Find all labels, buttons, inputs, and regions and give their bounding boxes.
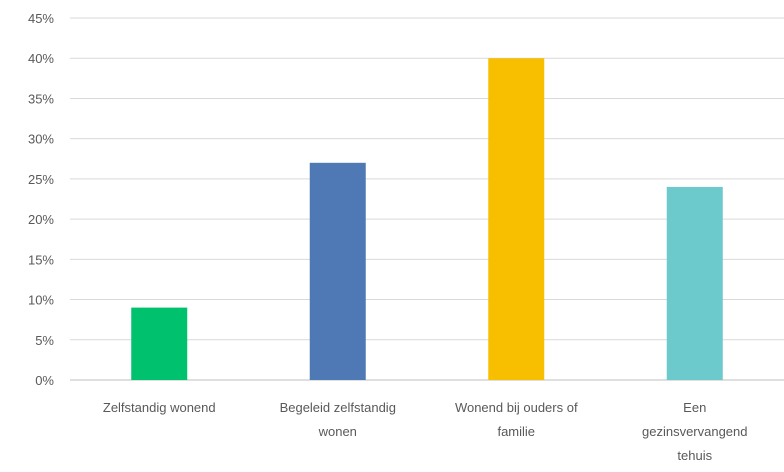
y-axis-tick-labels: 0% 5% 10% 15% 20% 25% 30% 35% 40% 45% bbox=[28, 11, 54, 388]
x-tick-label-line: familie bbox=[497, 424, 535, 439]
bars bbox=[131, 58, 723, 380]
x-tick-label-line: Zelfstandig wonend bbox=[103, 400, 216, 415]
x-tick-label: Zelfstandig wonend bbox=[103, 400, 216, 415]
gridlines bbox=[70, 17, 784, 381]
y-tick-label: 45% bbox=[28, 11, 54, 26]
y-tick-label: 25% bbox=[28, 172, 54, 187]
y-tick-label: 5% bbox=[35, 333, 54, 348]
x-tick-label: Een gezinsvervangend tehuis bbox=[642, 400, 748, 463]
bar bbox=[131, 307, 188, 380]
x-axis-category-labels: Zelfstandig wonend Begeleid zelfstandig wo… bbox=[103, 400, 748, 463]
x-tick-label-line: Wonend bij ouders of bbox=[455, 400, 578, 415]
y-tick-label: 40% bbox=[28, 51, 54, 66]
x-tick-label: Wonend bij ouders of familie bbox=[455, 400, 578, 439]
x-tick-label-line: tehuis bbox=[677, 448, 712, 463]
x-tick-label-line: wonen bbox=[318, 424, 357, 439]
x-tick-label: Begeleid zelfstandig wonen bbox=[280, 400, 396, 439]
bar bbox=[309, 162, 366, 380]
y-tick-label: 30% bbox=[28, 132, 54, 147]
bar bbox=[488, 58, 545, 380]
x-tick-label-line: gezinsvervangend bbox=[642, 424, 748, 439]
x-tick-label-line: Begeleid zelfstandig bbox=[280, 400, 396, 415]
y-tick-label: 0% bbox=[35, 373, 54, 388]
bar bbox=[666, 186, 723, 380]
x-tick-label-line: Een bbox=[683, 400, 706, 415]
y-tick-label: 35% bbox=[28, 91, 54, 106]
y-tick-label: 15% bbox=[28, 252, 54, 267]
y-tick-label: 20% bbox=[28, 212, 54, 227]
y-tick-label: 10% bbox=[28, 293, 54, 308]
